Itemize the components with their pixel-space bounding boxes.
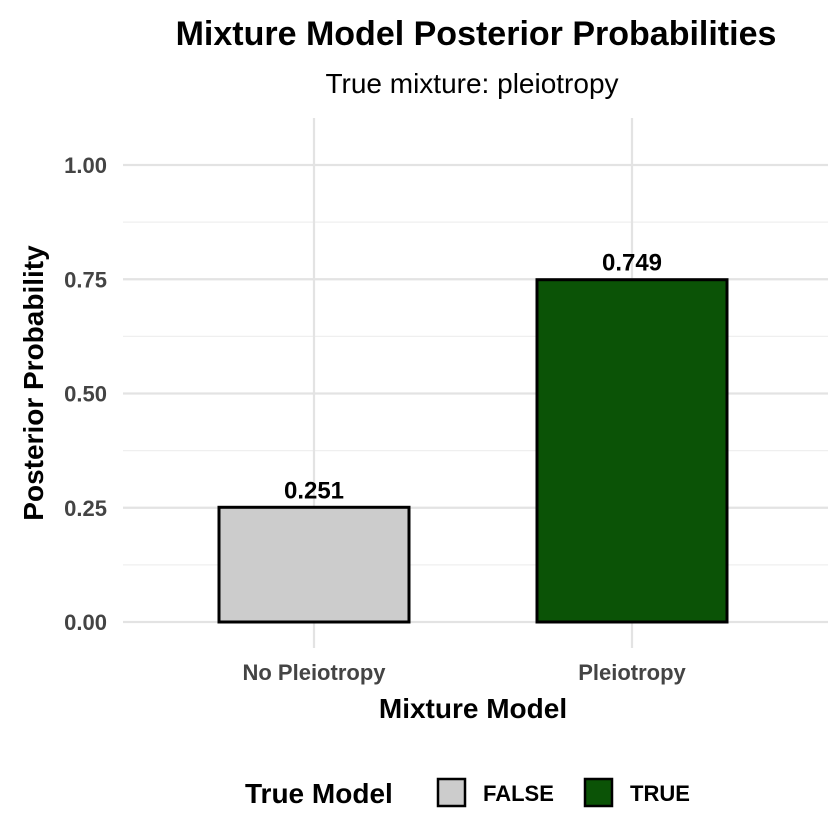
y-tick-label: 1.00	[64, 153, 107, 178]
legend-label: TRUE	[630, 781, 690, 806]
y-tick-label: 0.75	[64, 267, 107, 292]
x-axis-title: Mixture Model	[379, 693, 567, 724]
chart-subtitle: True mixture: pleiotropy	[325, 68, 618, 99]
bar	[535, 278, 729, 624]
legend-key	[583, 777, 614, 808]
bar	[217, 505, 411, 624]
chart-title: Mixture Model Posterior Probabilities	[176, 15, 777, 53]
x-axis-ticks: No Pleiotropy Pleiotropy	[242, 660, 686, 685]
legend-title: True Model	[245, 778, 393, 809]
y-tick-label: 0.25	[64, 496, 107, 521]
y-tick-label: 0.50	[64, 382, 107, 407]
y-axis-title: Posterior Probability	[18, 245, 49, 521]
x-tick-label: Pleiotropy	[578, 660, 686, 685]
legend-label: FALSE	[483, 781, 554, 806]
legend: True Model FALSE TRUE	[245, 777, 690, 809]
bars	[217, 278, 729, 624]
x-tick-label: No Pleiotropy	[242, 660, 386, 685]
y-axis-ticks: 0.00 0.25 0.50 0.75 1.00	[64, 153, 107, 635]
legend-key	[436, 777, 467, 808]
bar-value-label: 0.749	[602, 250, 662, 277]
data-labels: 0.251 0.749	[284, 250, 662, 505]
y-tick-label: 0.00	[64, 610, 107, 635]
bar-value-label: 0.251	[284, 477, 344, 504]
